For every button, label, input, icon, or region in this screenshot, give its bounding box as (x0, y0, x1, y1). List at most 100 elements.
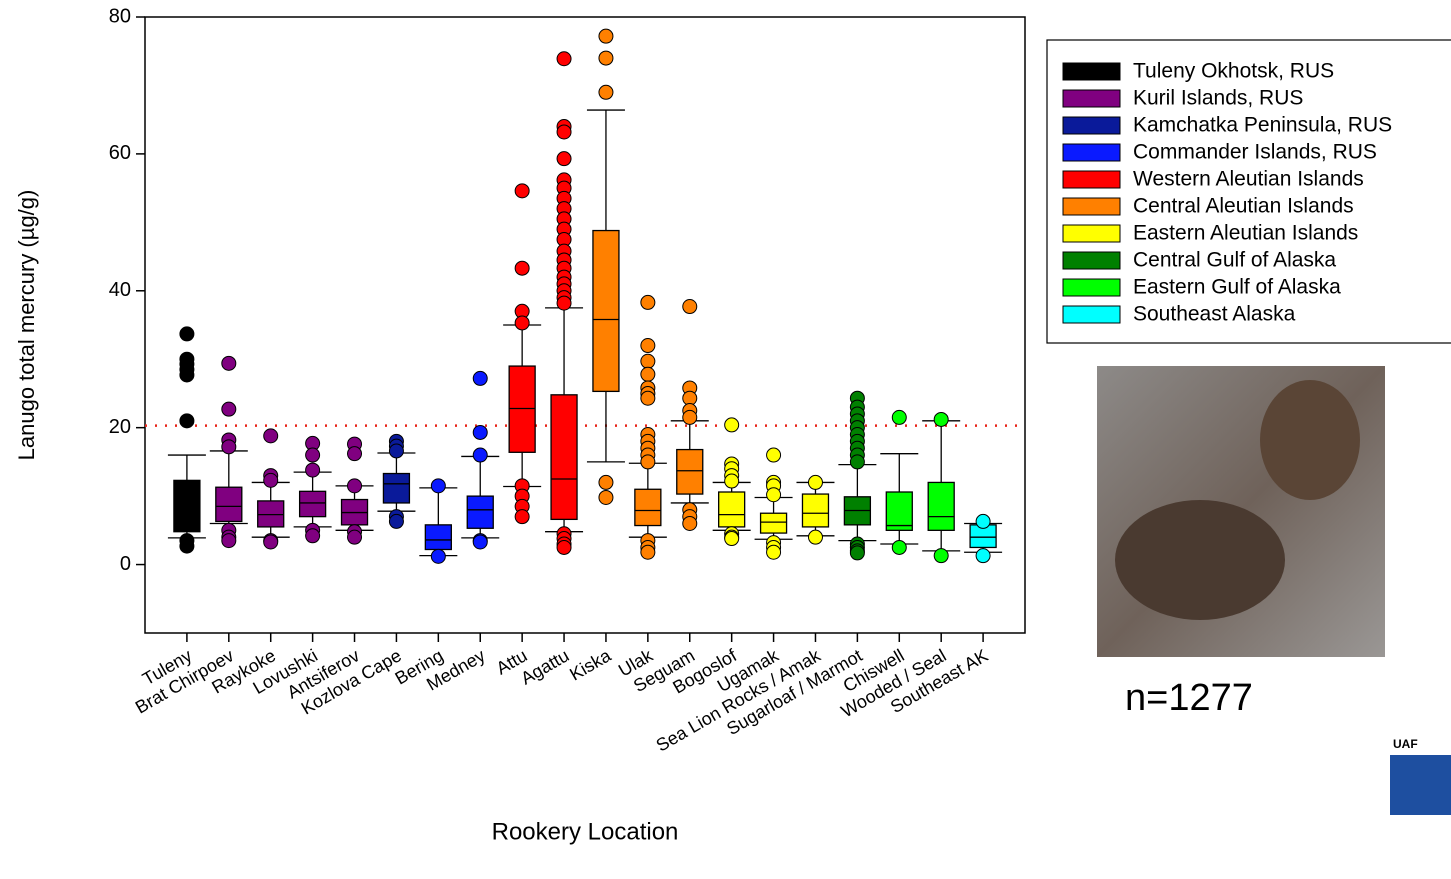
sample-size: n=1277 (1125, 677, 1253, 719)
outlier (557, 52, 571, 66)
legend-label: Kamchatka Peninsula, RUS (1133, 114, 1392, 137)
box-group (419, 479, 457, 563)
outlier (222, 356, 236, 370)
outlier (515, 261, 529, 275)
outlier (473, 535, 487, 549)
legend-label: Southeast Alaska (1133, 303, 1296, 326)
outlier (306, 463, 320, 477)
outlier (348, 479, 362, 493)
box-group (336, 437, 374, 544)
legend-swatch (1063, 63, 1120, 80)
outlier (641, 545, 655, 559)
legend-swatch (1063, 252, 1120, 269)
outlier (767, 448, 781, 462)
outlier (641, 455, 655, 469)
box (509, 366, 535, 452)
outlier (599, 29, 613, 43)
box-group (294, 436, 332, 542)
y-axis-label: Lanugo total mercury (µg/g) (14, 190, 39, 461)
outlier (264, 429, 278, 443)
legend-swatch (1063, 198, 1120, 215)
legend-swatch (1063, 225, 1120, 242)
box (677, 450, 703, 494)
outlier (389, 514, 403, 528)
legend-label: Western Aleutian Islands (1133, 168, 1364, 191)
outlier (180, 414, 194, 428)
outlier (180, 327, 194, 341)
outlier (641, 367, 655, 381)
outlier (473, 448, 487, 462)
legend-swatch (1063, 171, 1120, 188)
outlier (599, 475, 613, 489)
photo (1097, 366, 1385, 657)
outlier (934, 549, 948, 563)
outlier (641, 354, 655, 368)
outlier (348, 447, 362, 461)
legend-label: Eastern Gulf of Alaska (1133, 276, 1341, 299)
outlier (222, 534, 236, 548)
box-group (461, 371, 499, 549)
box-group (168, 327, 206, 553)
outlier (892, 540, 906, 554)
outlier (431, 549, 445, 563)
box-group (922, 412, 960, 562)
box (425, 525, 451, 550)
box (928, 482, 954, 530)
legend-label: Commander Islands, RUS (1133, 141, 1377, 164)
logo-text: UAF (1393, 737, 1418, 751)
legend-swatch (1063, 306, 1120, 323)
logo: UAF (1390, 737, 1451, 815)
box (551, 395, 577, 520)
box (383, 474, 409, 503)
outlier (683, 300, 697, 314)
box-group (713, 418, 751, 546)
box (467, 496, 493, 528)
legend-label: Kuril Islands, RUS (1133, 87, 1303, 110)
outlier (725, 418, 739, 432)
outlier (725, 474, 739, 488)
outlier (557, 296, 571, 310)
box-group (587, 29, 625, 504)
outlier (850, 455, 864, 469)
legend-swatch (1063, 279, 1120, 296)
outlier (348, 530, 362, 544)
legend-label: Central Aleutian Islands (1133, 195, 1354, 218)
outlier (808, 530, 822, 544)
y-tick-label: 80 (109, 5, 131, 27)
box (593, 231, 619, 392)
box-group (210, 356, 248, 547)
legend-swatch (1063, 90, 1120, 107)
outlier (180, 539, 194, 553)
box-group (838, 391, 876, 560)
outlier (641, 295, 655, 309)
x-axis-label: Rookery Location (492, 818, 679, 845)
outlier (515, 316, 529, 330)
box-group (629, 295, 667, 559)
outlier (473, 425, 487, 439)
chart: Lanugo total mercury (µg/g) Rookery Loca… (0, 0, 1451, 879)
outlier (808, 475, 822, 489)
box-group (503, 184, 541, 524)
outlier (599, 85, 613, 99)
y-tick-label: 20 (109, 416, 131, 438)
box-group (545, 52, 583, 555)
box (886, 492, 912, 530)
box-group (671, 300, 709, 531)
outlier (222, 440, 236, 454)
outlier (515, 510, 529, 524)
outlier (892, 410, 906, 424)
legend-label: Central Gulf of Alaska (1133, 249, 1336, 272)
box (300, 491, 326, 516)
outlier (306, 529, 320, 543)
outlier (264, 473, 278, 487)
x-tick-label: Agattu (517, 645, 572, 688)
outlier (515, 184, 529, 198)
legend-label: Eastern Aleutian Islands (1133, 222, 1358, 245)
legend-swatch (1063, 117, 1120, 134)
outlier (767, 545, 781, 559)
outlier (264, 535, 278, 549)
outlier (557, 540, 571, 554)
outlier (683, 516, 697, 530)
box (635, 489, 661, 525)
outlier (850, 546, 864, 560)
